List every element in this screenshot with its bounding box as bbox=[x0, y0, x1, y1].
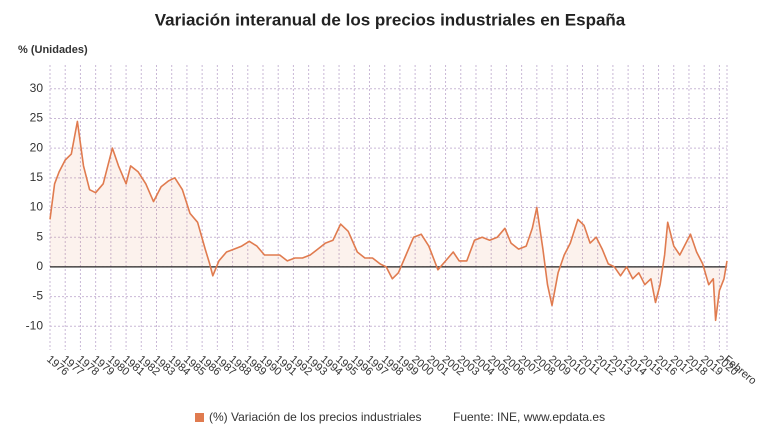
y-tick-label: 20 bbox=[30, 140, 44, 154]
y-axis-label: % (Unidades) bbox=[18, 44, 88, 56]
y-tick-label: 15 bbox=[30, 170, 44, 184]
y-tick-label: 0 bbox=[36, 259, 43, 273]
y-tick-label: 25 bbox=[30, 111, 44, 125]
y-tick-label: -5 bbox=[32, 289, 43, 303]
line bbox=[49, 120, 728, 322]
legend-label: (%) Variación de los precios industriale… bbox=[209, 410, 422, 424]
y-tick-label: -10 bbox=[26, 318, 44, 332]
y-tick-label: 10 bbox=[30, 200, 44, 214]
source: Fuente: INE, www.epdata.es bbox=[453, 410, 605, 424]
legend-swatch bbox=[195, 413, 204, 422]
y-tick-label: 5 bbox=[36, 229, 43, 243]
chart-title: Variación interanual de los precios indu… bbox=[155, 10, 626, 29]
area bbox=[50, 121, 727, 321]
y-tick-label: 30 bbox=[30, 81, 44, 95]
